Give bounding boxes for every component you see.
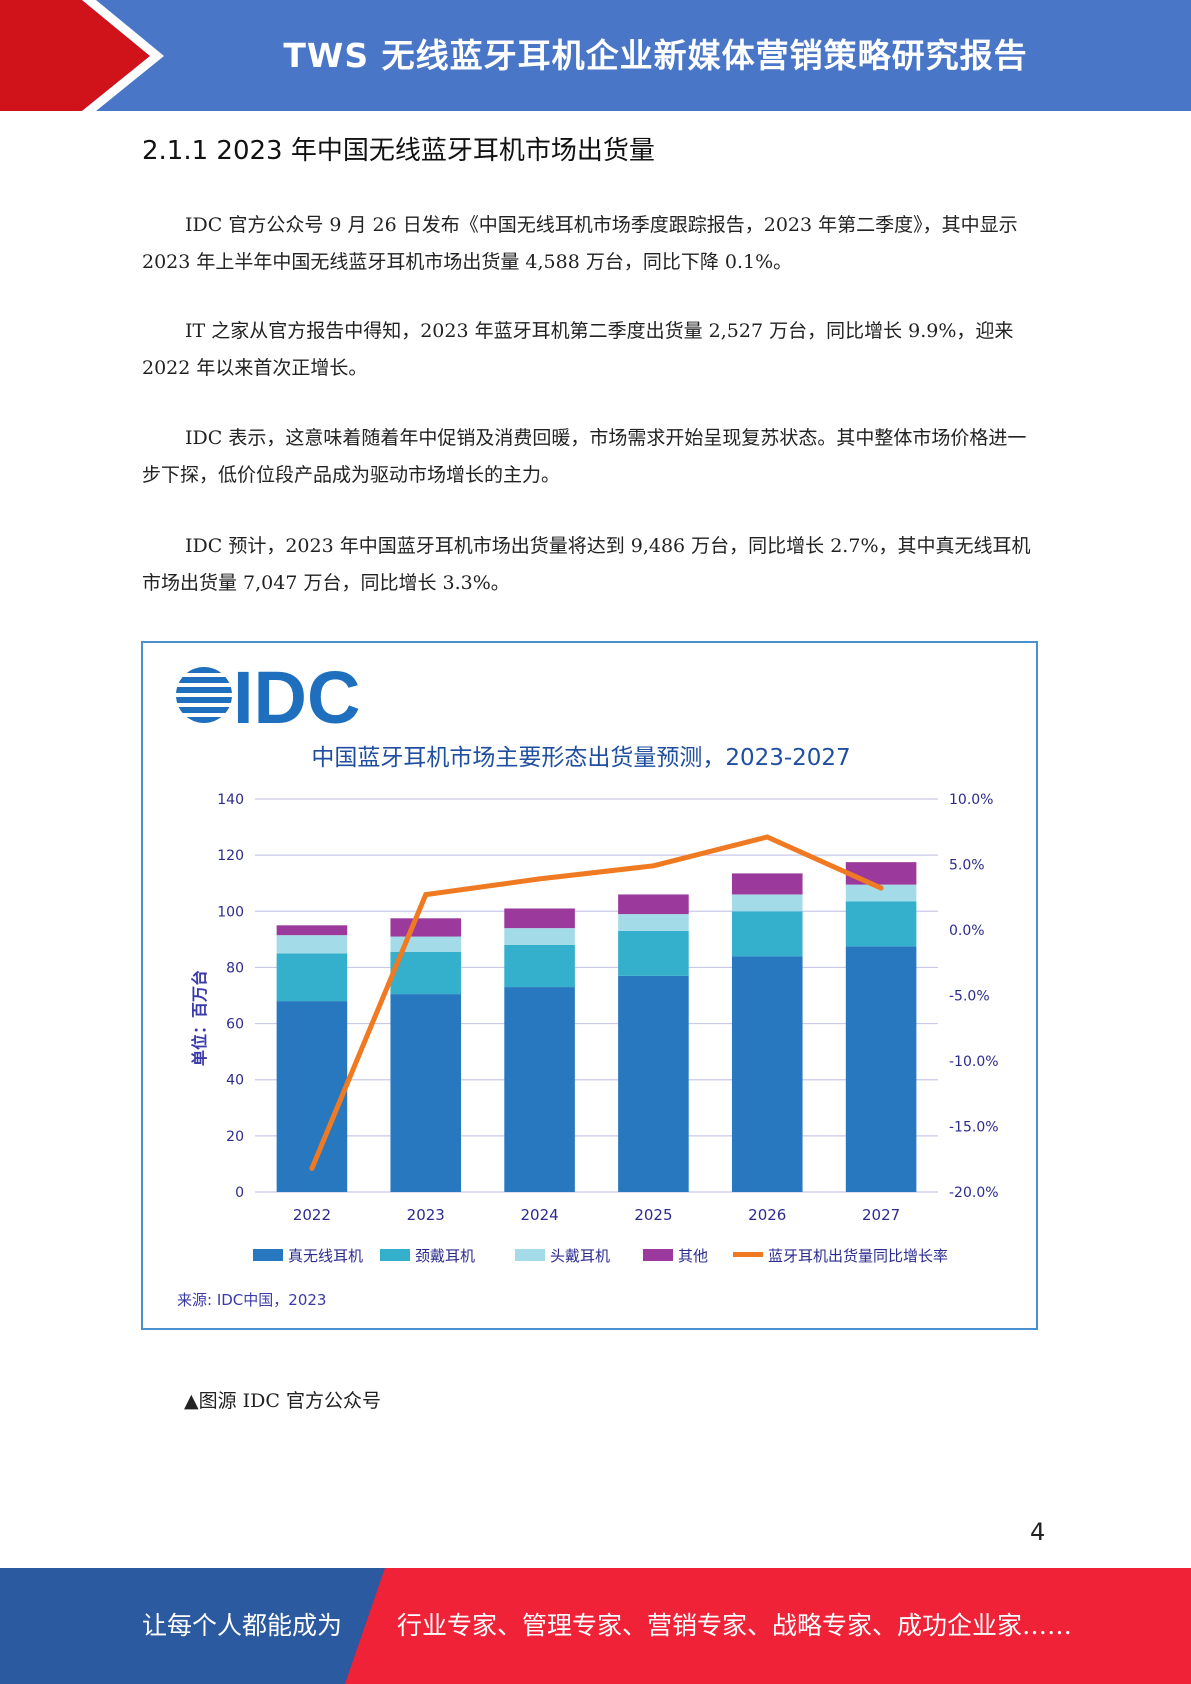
page-number: 4 — [1030, 1518, 1046, 1546]
y2-tick-label: 10.0% — [949, 792, 993, 808]
chart-source: 来源: IDC中国，2023 — [177, 1291, 326, 1309]
y-tick-label: 20 — [226, 1129, 244, 1145]
bar-segment — [618, 975, 689, 1192]
header-arrow-decoration — [0, 0, 164, 111]
bar-segment — [731, 873, 803, 895]
legend-swatch — [515, 1249, 545, 1261]
grid-lines — [255, 798, 938, 1193]
growth-point — [309, 1165, 315, 1171]
bar-segment — [845, 862, 917, 885]
section-heading: 2.1.1 2023 年中国无线蓝牙耳机市场出货量 — [142, 136, 655, 166]
footer-slogan-left: 让每个人都能成为 — [142, 1611, 343, 1640]
legend-label: 头戴耳机 — [550, 1247, 610, 1265]
figure-caption: ▲图源 IDC 官方公众号 — [184, 1390, 381, 1412]
idc-chart-frame: IDC 中国蓝牙耳机市场主要形态出货量预测，2023-2027 单位：百万台 0… — [141, 641, 1038, 1330]
y-tick-label: 100 — [217, 904, 244, 920]
y-axis-label: 单位：百万台 — [190, 970, 209, 1066]
paragraph-4: IDC 预计，2023 年中国蓝牙耳机市场出货量将达到 9,486 万台，同比增… — [142, 535, 1031, 594]
y2-tick-label: -10.0% — [949, 1054, 999, 1070]
growth-point — [764, 834, 770, 840]
y2-axis-ticks: -20.0% -15.0% -10.0% -5.0% 0.0% 5.0% 10.0% — [949, 792, 999, 1201]
y-tick-label: 0 — [235, 1185, 244, 1201]
legend-label: 其他 — [678, 1247, 708, 1265]
growth-point — [650, 863, 656, 869]
y2-tick-label: -5.0% — [949, 989, 990, 1005]
y-axis-ticks: 0 20 40 60 80 100 120 140 — [217, 792, 244, 1201]
x-axis-ticks: 2022 2023 2024 2025 2026 2027 — [293, 1206, 900, 1224]
x-tick-label: 2025 — [634, 1206, 672, 1224]
bar-segment — [390, 994, 462, 1192]
footer-slogan-right: 行业专家、管理专家、营销专家、战略专家、成功企业家…… — [397, 1611, 1073, 1640]
bar-segment — [276, 953, 348, 1002]
legend-swatch — [380, 1249, 410, 1261]
report-footer: 让每个人都能成为 行业专家、管理专家、营销专家、战略专家、成功企业家…… — [0, 1568, 1191, 1684]
bar-segment — [845, 901, 917, 947]
x-tick-label: 2024 — [520, 1206, 558, 1224]
bar-segment — [731, 956, 803, 1192]
bar-segment — [731, 911, 803, 957]
bar-segment — [504, 987, 575, 1192]
bar-segment — [276, 925, 348, 936]
y2-tick-label: -20.0% — [949, 1185, 999, 1201]
legend-swatch — [643, 1249, 673, 1261]
legend-swatch — [733, 1252, 763, 1257]
bar-series — [276, 862, 917, 1192]
report-title: TWS 无线蓝牙耳机企业新媒体营销策略研究报告 — [283, 36, 1028, 75]
bar-segment — [276, 1001, 348, 1192]
growth-point — [878, 885, 884, 891]
bar-segment — [390, 951, 462, 995]
report-header: TWS 无线蓝牙耳机企业新媒体营销策略研究报告 — [0, 0, 1191, 111]
bar-segment — [845, 946, 917, 1192]
idc-chart: IDC 中国蓝牙耳机市场主要形态出货量预测，2023-2027 单位：百万台 0… — [176, 656, 999, 1309]
growth-point — [423, 892, 429, 898]
y-tick-label: 120 — [217, 848, 244, 864]
legend-label: 蓝牙耳机出货量同比增长率 — [768, 1247, 948, 1265]
bar-segment — [504, 928, 575, 945]
y2-tick-label: -15.0% — [949, 1120, 999, 1136]
bar-segment — [618, 894, 689, 915]
paragraph-1: IDC 官方公众号 9 月 26 日发布《中国无线耳机市场季度跟踪报告，2023… — [142, 214, 1018, 273]
y-tick-label: 80 — [226, 960, 244, 976]
bar-segment — [845, 884, 917, 902]
bar-segment — [731, 894, 803, 912]
legend-swatch — [253, 1249, 283, 1261]
bar-segment — [618, 914, 689, 931]
bar-segment — [618, 930, 689, 976]
x-tick-label: 2022 — [293, 1206, 331, 1224]
x-tick-label: 2027 — [862, 1206, 900, 1224]
bar-segment — [504, 908, 575, 929]
idc-logo-icon: IDC — [176, 656, 360, 739]
footer-background — [0, 1568, 385, 1684]
legend-label: 颈戴耳机 — [415, 1247, 475, 1265]
paragraph-3: IDC 表示，这意味着随着年中促销及消费回暖，市场需求开始呈现复苏状态。其中整体… — [142, 427, 1027, 486]
y2-tick-label: 0.0% — [949, 923, 985, 939]
growth-point — [537, 876, 543, 882]
idc-logo-text: IDC — [233, 656, 360, 739]
bar-segment — [504, 944, 575, 988]
y2-tick-label: 5.0% — [949, 858, 985, 874]
chart-title: 中国蓝牙耳机市场主要形态出货量预测，2023-2027 — [311, 745, 850, 771]
x-tick-label: 2026 — [748, 1206, 786, 1224]
growth-line-series — [309, 834, 884, 1171]
bar-segment — [276, 935, 348, 954]
y-tick-label: 60 — [226, 1017, 244, 1033]
growth-line — [309, 834, 883, 1170]
y-tick-label: 40 — [226, 1073, 244, 1089]
legend-label: 真无线耳机 — [288, 1247, 363, 1265]
y-tick-label: 140 — [217, 792, 244, 808]
x-tick-label: 2023 — [407, 1206, 445, 1224]
chart-legend: 真无线耳机 颈戴耳机 头戴耳机 其他 蓝牙耳机出货量同比增长率 — [253, 1247, 948, 1265]
bar-segment — [390, 918, 462, 937]
paragraph-2: IT 之家从官方报告中得知，2023 年蓝牙耳机第二季度出货量 2,527 万台… — [142, 320, 1014, 379]
